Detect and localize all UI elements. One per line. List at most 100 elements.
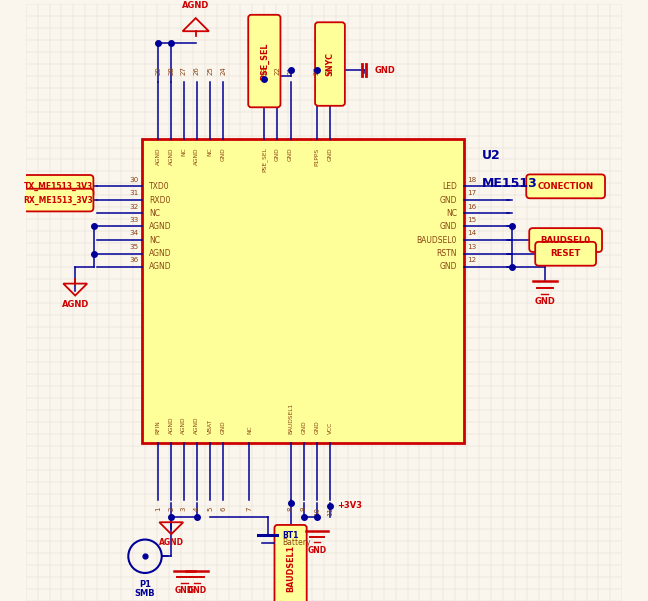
Text: 14: 14 [467,230,476,236]
Text: RESET: RESET [550,249,581,258]
Text: NC: NC [247,426,252,434]
Text: GND: GND [314,420,319,434]
Text: NC: NC [446,209,457,218]
Text: GND: GND [221,420,226,434]
Text: NC: NC [207,148,213,156]
Text: 3: 3 [181,507,187,511]
Text: 36: 36 [130,257,139,263]
FancyBboxPatch shape [142,139,464,443]
Text: NC: NC [149,209,160,218]
Text: 31: 31 [130,191,139,197]
Text: RXD0: RXD0 [149,195,170,204]
Text: 13: 13 [467,244,476,250]
Text: 20: 20 [314,66,320,75]
Text: SMB: SMB [135,589,156,598]
Text: 34: 34 [130,230,139,236]
Text: AGND: AGND [194,416,200,434]
Text: 18: 18 [467,177,476,183]
Text: 19: 19 [327,66,333,75]
Text: BT1: BT1 [283,531,299,540]
Text: GND: GND [275,148,280,161]
Text: LED: LED [442,182,457,191]
Text: 23: 23 [261,66,268,75]
Text: AGND: AGND [156,148,161,165]
Text: AGND: AGND [149,222,172,231]
Text: 5: 5 [207,507,213,511]
Text: BAUDSEL1: BAUDSEL1 [288,403,293,434]
Text: AGND: AGND [149,263,172,272]
Text: GND: GND [439,222,457,231]
Text: 26: 26 [194,66,200,75]
FancyBboxPatch shape [275,525,307,601]
Text: 17: 17 [467,191,476,197]
Text: 7: 7 [246,507,253,511]
FancyBboxPatch shape [535,242,596,266]
Text: Battery: Battery [283,538,311,547]
Text: 32: 32 [130,204,139,210]
Text: 2: 2 [168,507,174,511]
Text: SNYC: SNYC [325,52,334,76]
Text: GND: GND [375,66,395,75]
Text: 29: 29 [155,66,161,75]
FancyBboxPatch shape [248,15,281,108]
FancyBboxPatch shape [529,228,602,252]
Text: VCC: VCC [327,422,332,434]
Text: AGND: AGND [182,1,209,10]
Text: AGND: AGND [168,416,174,434]
Text: P1PPS: P1PPS [314,148,319,166]
Text: GND: GND [307,546,327,555]
Text: TXD0: TXD0 [149,182,170,191]
Text: 28: 28 [168,66,174,75]
Text: BAUDSEL1: BAUDSEL1 [286,545,295,592]
Text: NC: NC [181,148,186,156]
Text: ME1513: ME1513 [482,177,538,191]
Text: +3V3: +3V3 [337,501,362,510]
Text: GND: GND [439,195,457,204]
FancyBboxPatch shape [23,175,93,198]
Text: TX_ME1513_3V3: TX_ME1513_3V3 [24,182,93,191]
Text: GND: GND [439,263,457,272]
Text: 22: 22 [275,66,281,75]
Text: RSTN: RSTN [437,249,457,258]
Text: BAUDSEL0: BAUDSEL0 [540,236,591,245]
Text: RFIN: RFIN [156,420,161,434]
Text: GND: GND [187,586,207,595]
Text: 11: 11 [327,507,333,516]
Text: GND: GND [301,420,307,434]
Text: U2: U2 [482,150,501,162]
FancyBboxPatch shape [23,189,93,212]
Text: 25: 25 [207,66,213,75]
Text: AGND: AGND [159,538,184,548]
Text: GND: GND [221,148,226,161]
Text: GND: GND [175,586,194,595]
Text: AGND: AGND [149,249,172,258]
Text: 33: 33 [130,217,139,223]
Text: GND: GND [327,148,332,161]
Text: 15: 15 [467,217,476,223]
Text: NC: NC [149,236,160,245]
Text: 16: 16 [467,204,476,210]
Text: 30: 30 [130,177,139,183]
FancyBboxPatch shape [526,174,605,198]
Text: 12: 12 [467,257,476,263]
Text: 9: 9 [301,507,307,511]
Text: 1: 1 [155,507,161,511]
Text: AGND: AGND [62,300,89,309]
FancyBboxPatch shape [315,22,345,106]
Text: PSE_SEL: PSE_SEL [260,42,269,80]
Text: AGND: AGND [168,148,174,165]
Text: 27: 27 [181,66,187,75]
Text: CONECTION: CONECTION [538,182,594,191]
Text: 6: 6 [220,507,226,511]
Text: 35: 35 [130,244,139,250]
Text: VBAT: VBAT [207,419,213,434]
Text: AGND: AGND [194,148,200,165]
Text: P1: P1 [139,580,151,589]
Text: PSE_SEL: PSE_SEL [262,148,267,172]
Text: GND: GND [288,148,293,161]
Text: BAUDSEL0: BAUDSEL0 [417,236,457,245]
Text: 21: 21 [288,66,294,75]
Text: GND: GND [535,297,555,306]
Text: AGND: AGND [181,416,186,434]
Text: 8: 8 [288,507,294,511]
